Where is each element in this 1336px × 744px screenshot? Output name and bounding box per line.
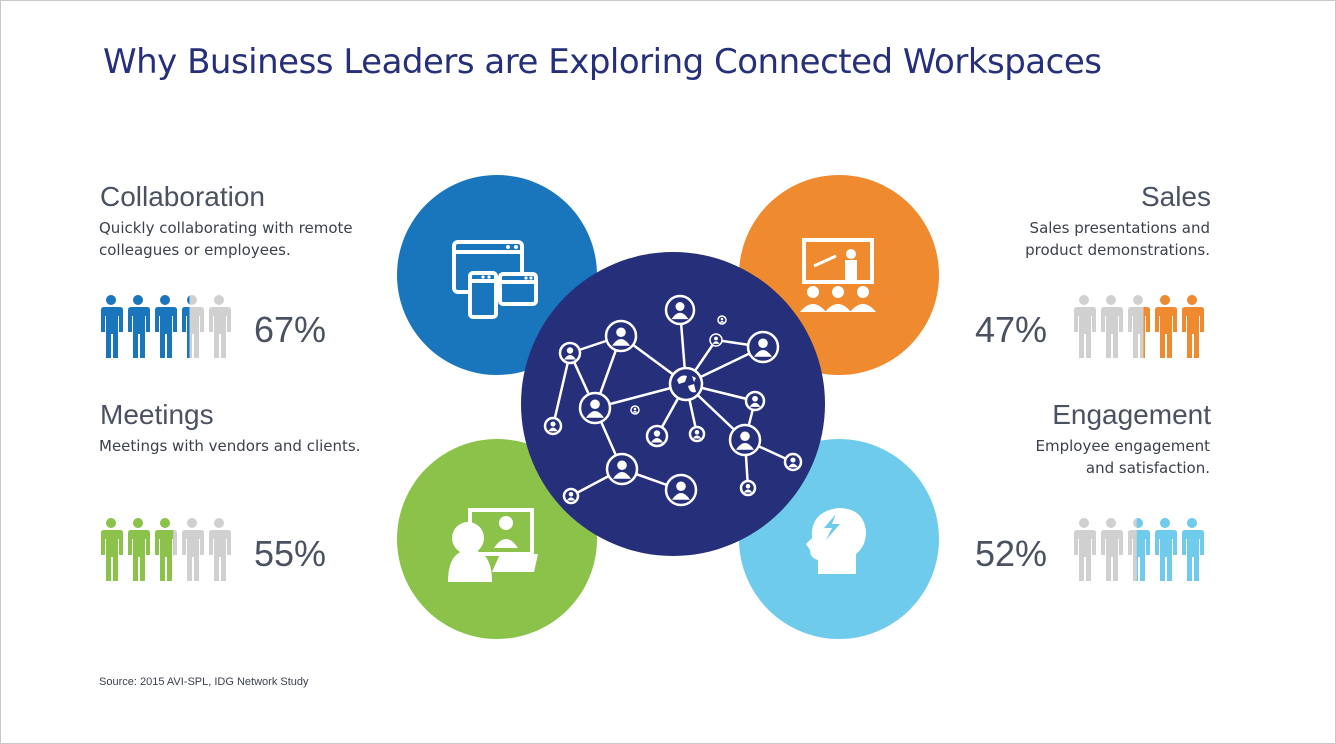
browser-windows-icon xyxy=(452,240,538,319)
person-active-icon xyxy=(101,295,123,358)
person-node-icon xyxy=(664,473,698,507)
video-conference-icon xyxy=(448,508,538,582)
person-node-icon xyxy=(645,424,669,448)
person-inactive-icon xyxy=(182,518,204,581)
sales-title: Sales xyxy=(1140,181,1211,212)
collaboration-title: Collaboration xyxy=(100,181,265,212)
person-active-icon xyxy=(155,518,174,581)
people-network-icon xyxy=(543,294,803,507)
person-node-icon xyxy=(783,452,803,472)
presentation-audience-icon xyxy=(800,238,876,312)
person-node-icon xyxy=(630,405,640,415)
person-active-icon xyxy=(101,518,123,581)
sales-people-graph xyxy=(1074,295,1204,358)
person-node-icon xyxy=(688,425,706,443)
person-node-icon xyxy=(605,452,639,486)
engagement-percent: 52% xyxy=(975,533,1048,574)
person-active-icon xyxy=(1143,307,1150,358)
person-node-icon xyxy=(746,330,780,364)
person-node-icon xyxy=(558,341,582,365)
engagement-title: Engagement xyxy=(1052,399,1211,430)
person-active-icon xyxy=(182,295,190,358)
person-inactive-icon xyxy=(1101,518,1123,581)
source-note: Source: 2015 AVI-SPL, IDG Network Study xyxy=(99,676,309,688)
person-active-icon xyxy=(1182,518,1204,581)
person-active-icon xyxy=(1155,518,1177,581)
person-inactive-icon xyxy=(1074,295,1096,358)
person-active-icon xyxy=(1155,295,1177,358)
sales-percent: 47% xyxy=(975,309,1048,350)
person-node-icon xyxy=(739,479,757,497)
circles-graphic xyxy=(397,175,939,639)
person-node-icon xyxy=(604,319,638,353)
person-node-icon xyxy=(543,416,563,436)
globe-icon xyxy=(668,366,704,402)
engagement-description: Employee engagement and satisfaction. xyxy=(1035,437,1211,477)
person-inactive-icon xyxy=(1074,518,1096,581)
engagement-people-graph xyxy=(1074,518,1204,581)
meetings-people-graph xyxy=(101,518,231,581)
collaboration-description: Quickly collaborating with remote collea… xyxy=(99,219,353,259)
person-inactive-icon xyxy=(209,518,231,581)
meetings-description: Meetings with vendors and clients. xyxy=(99,437,361,455)
person-inactive-icon xyxy=(209,295,231,358)
person-active-icon xyxy=(1182,295,1204,358)
collaboration-percent: 67% xyxy=(254,309,327,350)
person-node-icon xyxy=(578,391,612,425)
page-title: Why Business Leaders are Exploring Conne… xyxy=(103,42,1102,82)
person-active-icon xyxy=(128,295,150,358)
meetings-percent: 55% xyxy=(254,533,327,574)
meetings-title: Meetings xyxy=(100,399,214,430)
person-active-icon xyxy=(155,295,177,358)
person-active-icon xyxy=(128,518,150,581)
collaboration-people-graph xyxy=(101,295,231,358)
head-spark-icon xyxy=(806,508,866,574)
person-node-icon xyxy=(728,423,762,457)
person-node-icon xyxy=(744,390,766,412)
person-inactive-icon xyxy=(1101,295,1123,358)
center-network-circle xyxy=(521,252,825,556)
sales-description: Sales presentations and product demonstr… xyxy=(1025,219,1210,259)
person-active-icon xyxy=(1136,518,1150,581)
person-node-icon xyxy=(562,487,580,505)
person-node-icon xyxy=(717,315,727,325)
person-node-icon xyxy=(664,294,696,326)
person-node-icon xyxy=(709,333,723,347)
